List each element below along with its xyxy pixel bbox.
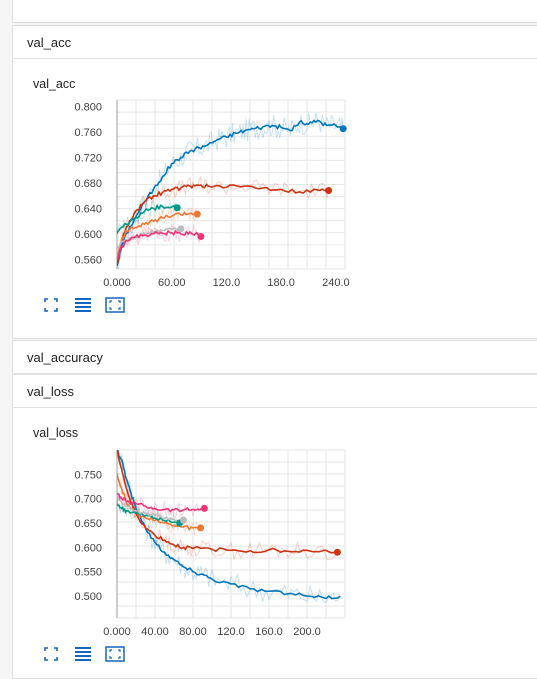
y-tick-label: 0.550	[74, 567, 102, 579]
x-tick-label: 160.0	[255, 626, 283, 638]
section-header-label: val_acc	[27, 35, 71, 50]
y-tick-label: 0.560	[74, 254, 102, 266]
y-tick-label: 0.720	[74, 152, 102, 164]
x-tick-label: 120.0	[213, 277, 241, 289]
chart-card-val-loss: val_loss 0.500 0.550 0.600 0.650 0.700 0.750 0…	[12, 408, 537, 679]
x-tick-label: 240.0	[322, 277, 350, 289]
val-loss-chart[interactable]: 0.500 0.550 0.600 0.650 0.700 0.750 0.000 40.00…	[13, 444, 537, 644]
y-tick-label: 0.600	[74, 229, 102, 241]
chart-title: val_loss	[33, 426, 78, 440]
chart-card-val-acc: val_acc 0.560 0.600 0.640 0.680 0.720 0.760 0.…	[12, 59, 537, 339]
y-tick-label: 0.700	[74, 494, 102, 506]
series-end-marker	[197, 233, 204, 240]
y-tick-label: 0.600	[74, 542, 102, 554]
series-end-marker	[340, 125, 347, 132]
top-section-remnant	[12, 0, 537, 23]
expand-chart-icon[interactable]	[105, 644, 125, 664]
chart-toolbar	[41, 644, 125, 664]
toggle-log-scale-icon[interactable]	[73, 644, 93, 664]
x-tick-label: 0.000	[103, 277, 131, 289]
x-tick-label: 40.00	[141, 626, 169, 638]
x-tick-label: 200.0	[293, 626, 321, 638]
chart-title: val_acc	[33, 77, 75, 91]
series-end-marker	[180, 517, 187, 524]
y-tick-label: 0.760	[74, 127, 102, 139]
y-tick-label: 0.750	[74, 469, 102, 481]
series-end-marker	[174, 204, 181, 211]
section-header-val-loss[interactable]: val_loss	[12, 374, 537, 408]
x-tick-label: 120.0	[217, 626, 245, 638]
x-tick-label: 180.0	[267, 277, 295, 289]
chart-toolbar	[41, 295, 125, 315]
x-tick-label: 80.00	[179, 626, 207, 638]
expand-chart-icon[interactable]	[105, 295, 125, 315]
x-tick-label: 0.000	[103, 626, 131, 638]
raw-series-line	[117, 450, 337, 559]
x-tick-label: 60.00	[158, 277, 186, 289]
section-header-label: val_accuracy	[27, 350, 103, 365]
toggle-log-scale-icon[interactable]	[73, 295, 93, 315]
fit-domain-icon[interactable]	[41, 644, 61, 664]
y-tick-label: 0.680	[74, 178, 102, 190]
y-tick-label: 0.650	[74, 518, 102, 530]
section-header-val-acc[interactable]: val_acc	[12, 25, 537, 59]
series-end-marker	[201, 505, 208, 512]
series-end-marker	[177, 225, 184, 232]
fit-domain-icon[interactable]	[41, 295, 61, 315]
y-tick-label: 0.800	[74, 101, 102, 113]
series-end-marker	[325, 187, 332, 194]
section-header-label: val_loss	[27, 384, 74, 399]
y-tick-label: 0.640	[74, 203, 102, 215]
series-end-marker	[197, 524, 204, 531]
y-tick-label: 0.500	[74, 591, 102, 603]
series-end-marker	[334, 549, 341, 556]
series-end-marker	[194, 211, 201, 218]
section-header-val-accuracy[interactable]: val_accuracy	[12, 340, 537, 374]
